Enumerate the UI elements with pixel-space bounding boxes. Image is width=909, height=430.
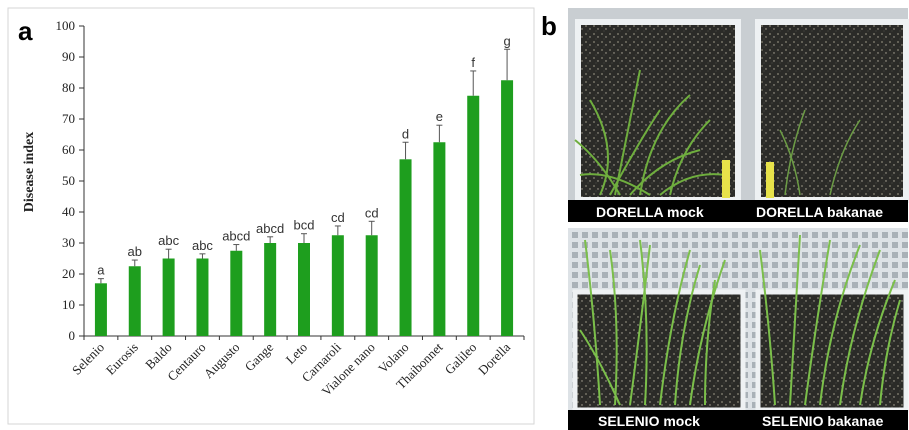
significance-letter: d — [402, 126, 409, 141]
significance-letter: cd — [365, 205, 379, 220]
y-tick-label: 10 — [62, 297, 75, 312]
bars — [94, 80, 514, 336]
caption-dorella-mock: DORELLA mock — [596, 204, 704, 220]
y-tick-label: 40 — [62, 204, 75, 219]
rice-seedlings-dorella-bakanae — [779, 109, 861, 196]
error-bars — [97, 48, 511, 284]
caption-selenio-mock: SELENIO mock — [598, 413, 700, 429]
significance-letter: a — [97, 263, 105, 278]
bar — [94, 283, 107, 336]
y-axis-label: Disease index — [22, 132, 37, 213]
panel-b-letter: b — [541, 11, 557, 41]
bar — [365, 235, 378, 336]
y-tick-label: 30 — [62, 235, 75, 250]
bar — [467, 95, 480, 336]
y-tick-label: 90 — [62, 49, 75, 64]
significance-letter: ab — [128, 244, 142, 259]
y-tick-label: 50 — [62, 173, 75, 188]
y-tick-label: 60 — [62, 142, 75, 157]
bar — [230, 250, 243, 336]
rice-seedlings-selenio-bakanae — [759, 234, 901, 406]
caption-bar-bottom — [568, 410, 908, 430]
significance-letter: abcd — [222, 229, 250, 244]
rice-seedlings-dorella-mock — [574, 69, 726, 196]
bar — [162, 258, 175, 336]
caption-selenio-bakanae: SELENIO bakanae — [762, 413, 884, 429]
significance-letter: bcd — [294, 218, 315, 233]
label-stake-1 — [722, 160, 730, 198]
bar — [501, 80, 514, 336]
significance-letter: abcd — [256, 221, 284, 236]
significance-letter: g — [503, 33, 510, 48]
y-tick-label: 20 — [62, 266, 75, 281]
y-tick-label: 80 — [62, 80, 75, 95]
bar — [331, 235, 344, 336]
caption-bar-top — [568, 200, 908, 222]
bar — [128, 266, 141, 336]
significance-letter: cd — [331, 210, 345, 225]
bar — [433, 142, 446, 336]
caption-dorella-bakanae: DORELLA bakanae — [756, 204, 883, 220]
y-tick-label: 70 — [62, 111, 75, 126]
bar — [264, 243, 277, 336]
rice-seedlings-selenio-mock — [579, 239, 726, 406]
bar — [298, 243, 310, 336]
tray-selenio-mock — [572, 289, 746, 413]
photo-dorella: DORELLA mock DORELLA bakanae — [568, 8, 909, 222]
label-stake-2 — [766, 162, 774, 198]
y-tick-label: 100 — [56, 18, 76, 33]
significance-letter: e — [436, 109, 443, 124]
y-tick-label: 0 — [69, 328, 76, 343]
photo-selenio: SELENIO mock SELENIO bakanae — [568, 228, 909, 430]
panel-a-frame — [7, 7, 535, 425]
panel-a-letter: a — [18, 16, 33, 46]
y-axis: 0 10 20 30 40 50 60 70 80 90 100 — [56, 18, 85, 343]
tray-dorella-bakanae — [755, 19, 909, 203]
significance-letter: abc — [192, 238, 213, 253]
bar — [196, 258, 209, 336]
significance-letter: f — [471, 55, 475, 70]
bar — [399, 159, 412, 336]
significance-letter: abc — [158, 233, 179, 248]
